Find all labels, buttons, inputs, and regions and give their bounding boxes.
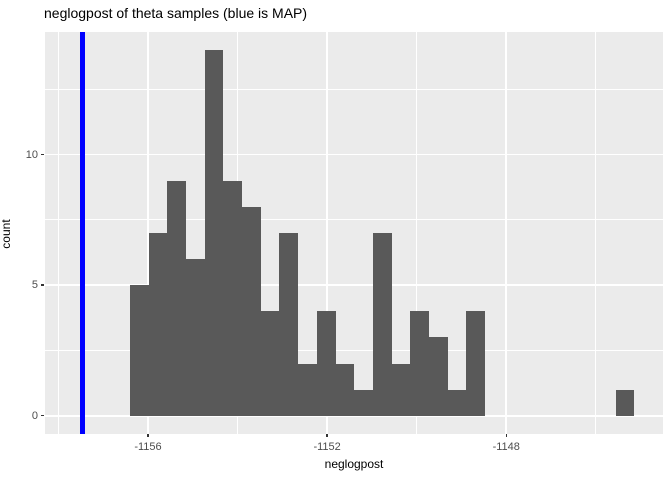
y-tick-label: 0: [31, 409, 38, 422]
y-tick-mark: [41, 284, 44, 286]
histogram-bar: [391, 363, 411, 416]
y-minor-gridline: [45, 219, 663, 221]
x-major-gridline: [505, 32, 508, 434]
histogram-bar: [354, 389, 373, 416]
histogram-bar: [298, 363, 317, 416]
histogram-bar: [447, 389, 467, 416]
histogram-bar: [242, 206, 261, 416]
x-tick-mark: [147, 434, 149, 437]
histogram-bar: [260, 311, 280, 416]
histogram-bar: [466, 311, 485, 416]
y-axis-title: count: [0, 219, 13, 249]
x-tick-label: -1152: [313, 441, 341, 453]
histogram-bar: [186, 259, 205, 416]
histogram-bar: [167, 180, 187, 416]
histogram-bar: [148, 233, 168, 416]
x-tick-mark: [505, 434, 507, 437]
x-tick-mark: [326, 434, 328, 437]
y-minor-gridline: [45, 350, 663, 351]
chart-title: neglogpost of theta samples (blue is MAP…: [44, 5, 308, 21]
plot-panel: [45, 32, 663, 434]
x-axis-title: neglogpost: [324, 457, 384, 471]
histogram-bar: [410, 311, 429, 416]
histogram-bar: [372, 233, 392, 416]
histogram-bar: [130, 285, 149, 416]
map-line: [79, 32, 85, 434]
x-minor-gridline: [57, 32, 59, 434]
x-major-gridline: [147, 32, 149, 434]
histogram-bar: [335, 363, 355, 416]
y-tick-mark: [41, 153, 44, 156]
y-major-gridline: [45, 284, 663, 286]
histogram-bar: [223, 180, 243, 416]
x-major-gridline: [326, 32, 328, 434]
x-minor-gridline: [595, 32, 597, 434]
y-minor-gridline: [45, 88, 663, 90]
x-tick-label: -1156: [134, 441, 162, 453]
y-major-gridline: [45, 153, 663, 156]
x-tick-label: -1148: [492, 441, 520, 453]
y-major-gridline: [45, 414, 663, 417]
y-tick-mark: [41, 414, 44, 417]
y-tick-label: 10: [25, 148, 38, 161]
histogram-bar: [428, 337, 448, 416]
x-minor-gridline: [416, 32, 418, 434]
histogram-bar: [204, 50, 224, 416]
y-tick-label: 5: [31, 279, 38, 292]
histogram-bar: [615, 389, 635, 416]
histogram-bar: [316, 311, 336, 416]
histogram-bar: [279, 233, 299, 416]
